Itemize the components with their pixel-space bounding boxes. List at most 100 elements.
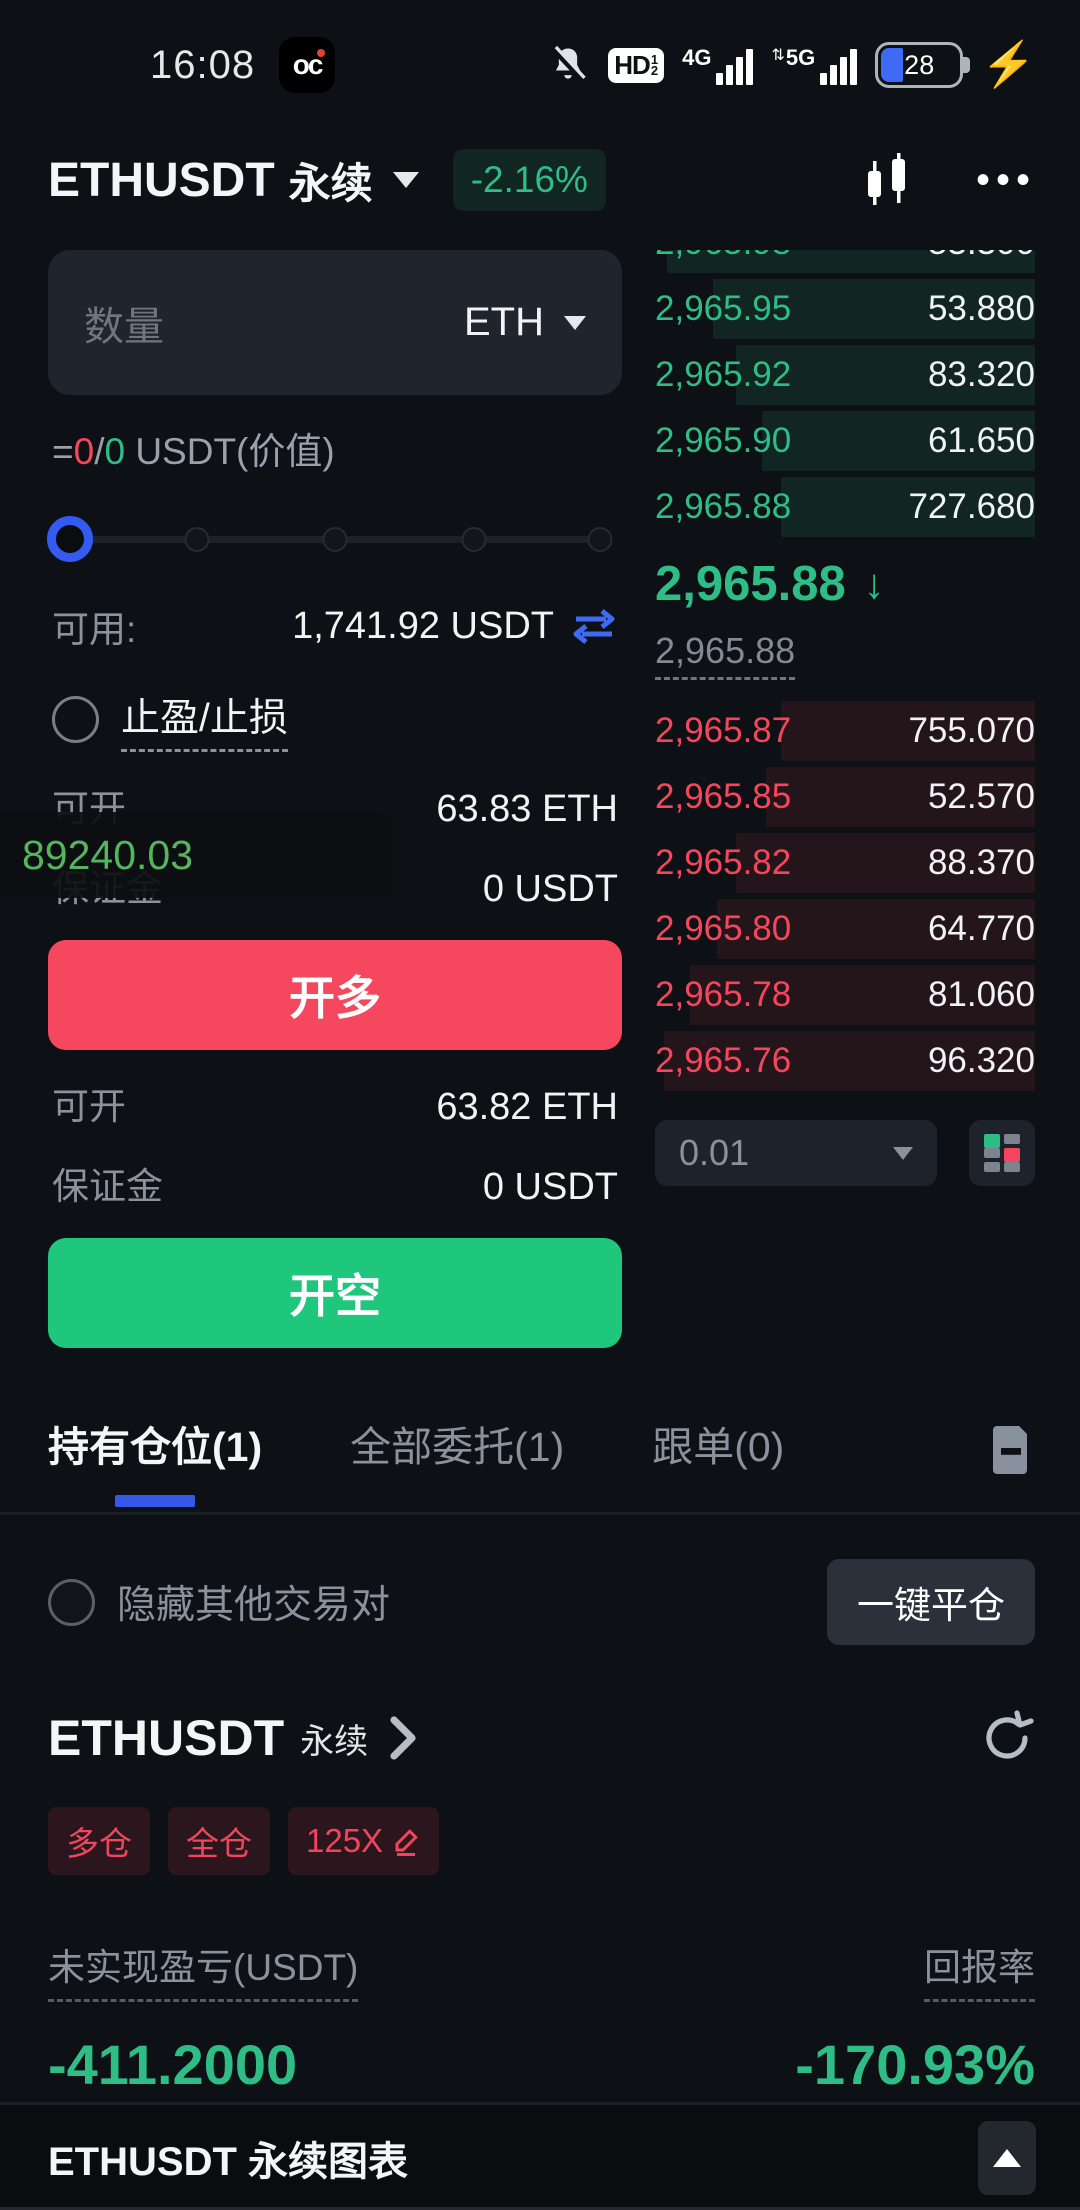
bid-qty: 96.320 [927,1041,1035,1080]
tab-positions[interactable]: 持有仓位(1) [48,1413,262,1501]
bid-qty: 64.770 [927,909,1035,948]
unit-label: ETH [464,300,544,344]
bid-price: 2,965.76 [655,1041,792,1080]
edit-leverage-icon[interactable] [391,1826,421,1856]
notifications-muted-icon [551,45,586,82]
hide-other-pairs-label[interactable]: 隐藏其他交易对 [117,1584,391,1627]
orders-history-icon[interactable] [987,1422,1035,1478]
tick-size-select[interactable]: 0.01 [655,1120,937,1186]
mark-price[interactable]: 2,965.88 [655,630,796,680]
upl-value: -411.2000 [48,2033,298,2096]
expand-chart-button[interactable] [978,2120,1036,2195]
ask-price: 2,965.92 [655,355,792,394]
long-margin-value: 0 USDT [482,868,618,910]
transfer-icon[interactable] [570,606,618,646]
hide-other-pairs-checkbox[interactable] [48,1578,95,1626]
bid-row[interactable]: 2,965.87 755.070 [655,698,1035,764]
bid-qty: 81.060 [927,975,1035,1014]
ask-row[interactable]: 2,965.98 53.300 [655,250,1035,276]
unit-caret-icon [564,315,586,330]
bid-row[interactable]: 2,965.78 81.060 [655,962,1035,1028]
slider-step[interactable] [184,527,209,552]
depth-bar [766,767,1035,827]
bid-row[interactable]: 2,965.80 64.770 [655,896,1035,962]
charging-icon: ⚡ [981,40,1036,89]
ask-price: 2,965.88 [655,487,792,526]
tick-size-caret-icon [893,1146,913,1160]
bid-row[interactable]: 2,965.82 88.370 [655,830,1035,896]
candlestick-chart-icon[interactable] [858,151,916,209]
change-badge: -2.16% [452,149,606,211]
ask-qty: 83.320 [927,355,1035,394]
bid-price: 2,965.87 [655,711,792,750]
close-all-positions-button[interactable]: 一键平仓 [827,1559,1035,1645]
triangle-up-icon [993,2148,1021,2167]
depth-bar [663,1031,1035,1091]
depth-bar [716,899,1035,959]
tpsl-label[interactable]: 止盈/止损 [121,687,288,752]
ask-row[interactable]: 2,965.95 53.880 [655,276,1035,342]
order-book: 2,965.98 53.300 2,965.95 53.880 2,965.92… [655,250,1035,1348]
bid-price: 2,965.85 [655,777,792,816]
depth-bar [713,279,1035,339]
slider-step[interactable] [587,527,613,552]
last-price[interactable]: 2,965.88 [655,557,846,611]
ask-price: 2,965.98 [655,250,791,263]
tab-copy-trading[interactable]: 跟单(0) [652,1424,785,1470]
orderbook-mode-button[interactable] [969,1120,1035,1186]
open-long-button[interactable]: 开多 [48,940,622,1050]
slider-step[interactable] [322,527,348,552]
chevron-right-icon[interactable] [388,1716,418,1760]
battery-icon: 28 [875,42,971,88]
depth-bar [735,345,1035,405]
side-tag: 多仓 [48,1807,150,1875]
ask-qty: 727.680 [908,487,1035,526]
short-can-open-value: 63.82 ETH [436,1086,618,1128]
price-tooltip: 89240.03 [0,812,392,898]
pair-header: ETHUSDT 永续 -2.16% ••• [0,120,1080,240]
ask-row[interactable]: 2,965.92 83.320 [655,342,1035,408]
roi-label[interactable]: 回报率 [924,1937,1035,2002]
contract-type-label: 永续 [288,159,373,207]
bid-row[interactable]: 2,965.76 96.320 [655,1028,1035,1094]
ask-qty: 53.880 [927,289,1035,328]
amount-input[interactable]: 数量 ETH [48,250,622,395]
short-can-open-label: 可开 [52,1086,126,1127]
leverage-tag[interactable]: 125X [288,1807,440,1875]
order-form: 数量 ETH =0/0 USDT(价值) 可用: 1,741.92 USDT [0,250,622,1348]
slider-handle[interactable] [47,516,93,562]
ask-row[interactable]: 2,965.90 61.650 [655,408,1035,474]
roi-value: -170.93% [795,2033,1035,2096]
app-icon: oc [279,37,336,93]
unit-selector[interactable]: ETH [464,300,586,345]
position-contract-type: 永续 [300,1722,369,1761]
upl-label[interactable]: 未实现盈亏(USDT) [48,1937,359,2002]
bid-row[interactable]: 2,965.85 52.570 [655,764,1035,830]
long-can-open-value: 63.83 ETH [436,788,618,830]
leverage-slider[interactable] [47,515,613,563]
chart-collapse-bar[interactable]: ETHUSDT 永续图表 [0,2102,1080,2210]
slider-step[interactable] [461,527,486,552]
position-symbol[interactable]: ETHUSDT [48,1710,285,1766]
tab-open-orders[interactable]: 全部委托(1) [350,1424,565,1470]
tpsl-checkbox[interactable] [52,696,99,743]
signal-5g-icon: ⇅ 5G [771,45,858,85]
tick-size-value: 0.01 [679,1132,750,1173]
pair-symbol[interactable]: ETHUSDT [48,153,275,207]
value-line: =0/0 USDT(价值) [52,431,335,472]
depth-bar [735,833,1035,893]
amount-placeholder: 数量 [84,304,164,349]
open-short-button[interactable]: 开空 [48,1238,622,1348]
pair-selector-caret-icon[interactable] [392,172,419,188]
short-margin-value: 0 USDT [482,1166,618,1208]
ask-qty: 61.650 [927,421,1035,460]
ask-price: 2,965.95 [655,289,792,328]
bid-qty: 52.570 [927,777,1035,816]
more-menu-icon[interactable]: ••• [975,158,1036,202]
reverse-position-icon[interactable] [979,1710,1035,1766]
ask-row[interactable]: 2,965.88 727.680 [655,474,1035,540]
price-direction-icon: ↓ [863,560,885,607]
depth-bar [781,701,1035,761]
chart-bar-title: ETHUSDT 永续图表 [48,2139,408,2184]
